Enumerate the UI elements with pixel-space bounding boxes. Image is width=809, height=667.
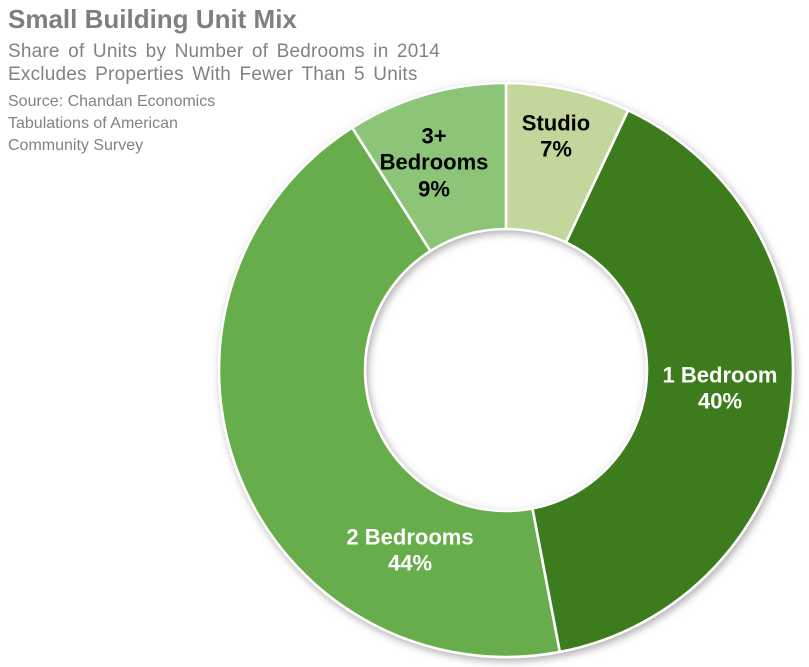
slice-percent-text: 44% [387, 551, 433, 576]
slice-percent-text: 7% [540, 137, 572, 162]
slice-label-text: Studio [521, 110, 591, 136]
donut-slice-2-bedrooms [217, 126, 562, 659]
chart-source-line3: Community Survey [8, 136, 144, 154]
slice-label-studio: Studio 7% [481, 111, 631, 164]
slice-percent-text: 40% [697, 389, 743, 414]
slice-label-1-bedroom: 1 Bedroom 40% [625, 363, 809, 416]
chart-header: Small Building Unit Mix Share of Units b… [8, 4, 441, 157]
chart-title: Small Building Unit Mix [8, 4, 297, 34]
slice-label-text: 2 Bedrooms [346, 524, 474, 550]
chart-subtitle-line1: Share of Units by Number of Bedrooms in … [8, 40, 441, 62]
slice-label-text: 1 Bedroom [662, 362, 778, 388]
donut-slice-1-bedroom [531, 109, 795, 654]
donut-slices-group [217, 81, 795, 659]
donut-slice-3-bedrooms [350, 81, 508, 253]
slice-percent-text: 9% [418, 176, 450, 202]
slice-label-3-bedrooms: 3+ Bedrooms 9% [378, 123, 490, 202]
slice-label-text: 3+ Bedrooms [379, 123, 489, 175]
chart-source-line1: Source: Chandan Economics [8, 92, 216, 110]
chart-subtitle-line2: Excludes Properties With Fewer Than 5 Un… [8, 64, 418, 86]
chart-source-block: Source: Chandan Economics Tabulations of… [8, 91, 440, 157]
slice-label-2-bedrooms: 2 Bedrooms 44% [295, 525, 525, 578]
chart-source-line2: Tabulations of American [8, 114, 178, 132]
